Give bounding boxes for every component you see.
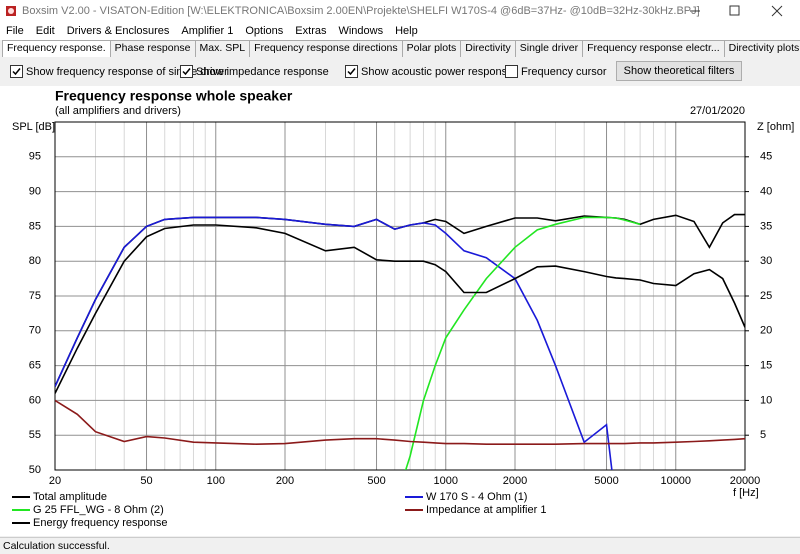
checkbox-box[interactable] (10, 65, 23, 78)
y-tick-label: 55 (29, 429, 41, 441)
y2-tick-label: 40 (760, 186, 772, 198)
window-controls[interactable] (680, 0, 800, 22)
checkbox-box[interactable] (505, 65, 518, 78)
x-tick-label: 10000 (660, 475, 691, 487)
y-tick-label: 65 (29, 360, 41, 372)
x-tick-label: 20000 (730, 475, 761, 487)
chart-subtitle: (all amplifiers and drivers) (55, 105, 181, 117)
x-tick-label: 5000 (594, 475, 618, 487)
tab[interactable]: Single driver (514, 40, 584, 57)
checkmark (182, 68, 191, 76)
y2-tick-label: 35 (760, 220, 772, 232)
menu-bar: File Edit Drivers & Enclosures Amplifier 1 O… (0, 22, 800, 40)
legend-label: W 170 S - 4 Ohm (1) (426, 491, 527, 503)
x-tick-label: 50 (140, 475, 152, 487)
y2-tick-label: 25 (760, 290, 772, 302)
tab-bar: Frequency response. Phase response Max. SP… (2, 40, 800, 57)
chart-date: 27/01/2020 (690, 105, 745, 117)
y-tick-label: 50 (29, 464, 41, 476)
grid (54, 122, 746, 471)
app-icon (6, 6, 16, 16)
x-tick-label: 500 (367, 475, 385, 487)
x-tick-label: 20 (49, 475, 61, 487)
tab[interactable]: Polar plots (401, 40, 462, 57)
series-line (404, 216, 641, 470)
series-line (55, 399, 745, 446)
menu-item[interactable]: Windows (338, 25, 384, 37)
y2-tick-label: 15 (760, 360, 772, 372)
status-bar: Calculation successful. (0, 537, 800, 554)
menu-item[interactable]: File (6, 25, 24, 37)
legend-label: Total amplitude (33, 491, 107, 503)
menu-item[interactable]: Help (395, 25, 418, 37)
chart-title: Frequency response whole speaker (55, 88, 293, 104)
window-title: Boxsim V2.00 - VISATON-Edition [W:\ELEKT… (22, 5, 700, 17)
y2-tick-label: 30 (760, 255, 772, 267)
menu-item[interactable]: Extras (295, 25, 327, 37)
y2-tick-label: 20 (760, 325, 772, 337)
series-line (55, 224, 745, 394)
y-tick-label: 95 (29, 151, 41, 163)
checkbox-label: Show impedance response (196, 65, 329, 78)
checkbox-box[interactable] (345, 65, 358, 78)
x-axis-label: f [Hz] (733, 487, 759, 499)
theoretical-filters-button[interactable]: Show theoretical filters (616, 61, 742, 81)
y-tick-label: 85 (29, 220, 41, 232)
tab[interactable]: Frequency response. (2, 40, 111, 57)
checkbox-box[interactable] (180, 65, 193, 78)
y2-tick-label: 45 (760, 151, 772, 163)
tab[interactable]: Frequency response electr... (582, 40, 725, 57)
checkbox[interactable]: Frequency cursor (505, 65, 607, 78)
plot-lines (55, 213, 745, 470)
y-tick-label: 60 (29, 394, 41, 406)
legend-label: G 25 FFL_WG - 8 Ohm (2) (33, 504, 164, 516)
tab[interactable]: Directivity (460, 40, 516, 57)
option-bar: Show frequency response of single driver… (0, 58, 800, 85)
tab[interactable]: Directivity plots (723, 40, 800, 57)
checkbox-label: Show frequency response of single driver (26, 65, 228, 78)
tab[interactable]: Phase response (109, 40, 196, 57)
x-tick-label: 1000 (434, 475, 458, 487)
series-line (55, 216, 613, 470)
legend-label: Energy frequency response (33, 517, 168, 529)
y-tick-label: 70 (29, 325, 41, 337)
chart-background (0, 86, 800, 536)
x-tick-label: 200 (276, 475, 294, 487)
tab[interactable]: Frequency response directions (249, 40, 403, 57)
y-axis-label: SPL [dB] (12, 121, 55, 133)
checkbox-label: Show acoustic power response (361, 65, 514, 78)
y-tick-label: 90 (29, 186, 41, 198)
legend-label: Impedance at amplifier 1 (426, 504, 546, 516)
tab[interactable]: Max. SPL (194, 40, 251, 57)
title-bar: Boxsim V2.00 - VISATON-Edition [W:\ELEKT… (0, 0, 800, 22)
menu-item[interactable]: Drivers & Enclosures (66, 25, 170, 37)
checkbox[interactable]: Show frequency response of single driver (10, 65, 228, 78)
menu-item[interactable]: Amplifier 1 (181, 25, 234, 37)
checkbox-label: Frequency cursor (521, 65, 607, 78)
checkbox[interactable]: Show impedance response (180, 65, 329, 78)
x-tick-label: 2000 (503, 475, 527, 487)
checkmark (347, 68, 356, 76)
y-tick-label: 80 (29, 255, 41, 267)
checkbox[interactable]: Show acoustic power response (345, 65, 513, 78)
y2-axis-label: Z [ohm] (757, 121, 794, 133)
y2-tick-label: 5 (760, 429, 766, 441)
x-tick-label: 100 (207, 475, 225, 487)
checkmark (12, 68, 21, 76)
y2-tick-label: 10 (760, 394, 772, 406)
menu-item[interactable]: Edit (35, 25, 55, 37)
menu-item[interactable]: Options (245, 25, 284, 37)
y-tick-label: 75 (29, 290, 41, 302)
